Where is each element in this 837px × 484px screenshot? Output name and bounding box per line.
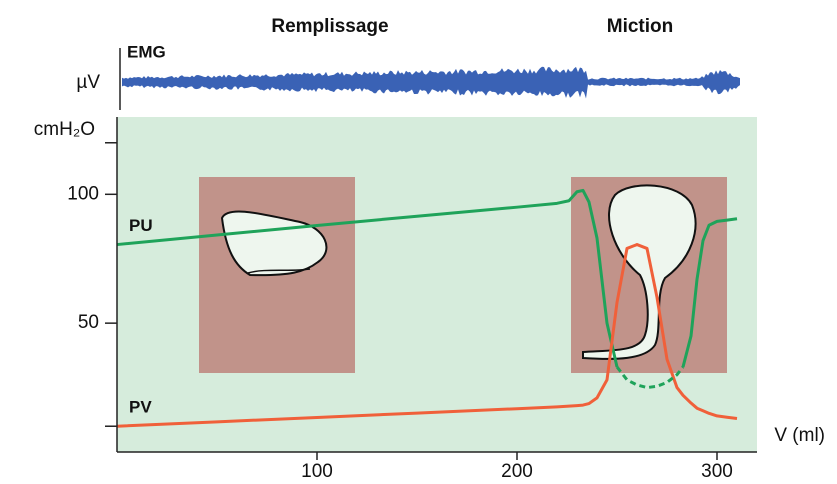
- x-tick-label: 200: [501, 461, 533, 482]
- x-axis-title: V (ml): [774, 425, 825, 446]
- series-label: PV: [129, 398, 152, 417]
- phase-label: Miction: [607, 16, 674, 37]
- bladder: [582, 184, 697, 360]
- x-tick-label: 100: [301, 461, 333, 482]
- illustration: [199, 177, 727, 373]
- series-label: PU: [129, 216, 153, 235]
- series-line: [615, 366, 685, 390]
- series-line: [116, 188, 738, 368]
- x-tick-label: 300: [701, 461, 733, 482]
- phase-label: Remplissage: [271, 16, 388, 37]
- y-axis-title: cmH₂O: [34, 119, 95, 140]
- emg-signal: [122, 66, 740, 99]
- emg-label: EMG: [127, 42, 166, 61]
- y-tick-label: 100: [67, 183, 99, 204]
- series-line: [116, 243, 738, 428]
- emg-unit: µV: [76, 72, 100, 93]
- y-tick-label: 50: [78, 312, 99, 333]
- urethra: [247, 268, 311, 274]
